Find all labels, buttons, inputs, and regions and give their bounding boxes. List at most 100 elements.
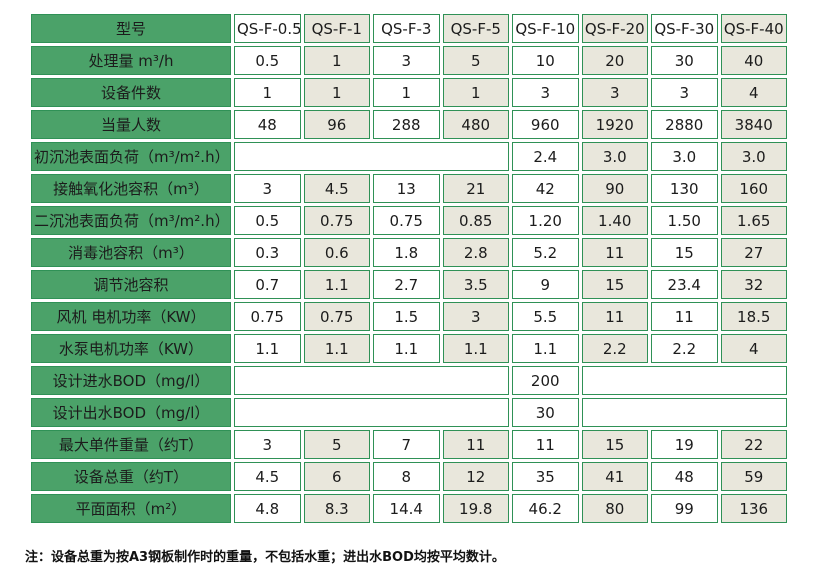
value-cell: 1.5	[373, 302, 440, 331]
value-cell: 59	[720, 462, 787, 491]
value-cell: 0.75	[303, 302, 370, 331]
value-cell: 12	[442, 462, 509, 491]
value-cell: 4	[720, 334, 787, 363]
value-cell: 41	[581, 462, 648, 491]
value-cell: 10	[512, 46, 579, 75]
row-label-cell: 风机 电机功率（KW）	[31, 302, 231, 331]
value-cell: 40	[720, 46, 787, 75]
value-cell: 3	[581, 78, 648, 107]
value-cell: 8.3	[303, 494, 370, 523]
value-cell: 3	[442, 302, 509, 331]
value-cell: 5	[303, 430, 370, 459]
row-label-cell: 调节池容积	[31, 270, 231, 299]
model-header-cell: QS-F-10	[512, 14, 579, 43]
table-row: 设备总重（约T） 4.5 6 8 12 35 41 48 59	[31, 462, 787, 491]
table-row: 处理量 m³/h 0.5 1 3 5 10 20 30 40	[31, 46, 787, 75]
value-cell: 1920	[581, 110, 648, 139]
value-cell: 20	[581, 46, 648, 75]
model-header-cell: QS-F-40	[720, 14, 787, 43]
row-label-cell: 平面面积（m²）	[31, 494, 231, 523]
value-cell: 2.2	[651, 334, 718, 363]
value-cell: 4	[720, 78, 787, 107]
value-cell: 3.5	[442, 270, 509, 299]
model-header-cell: QS-F-5	[442, 14, 509, 43]
value-cell: 3	[234, 174, 301, 203]
table-row: 最大单件重量（约T） 3 5 7 11 11 15 19 22	[31, 430, 787, 459]
table-row: 初沉池表面负荷（m³/m².h） 2.4 3.0 3.0 3.0	[31, 142, 787, 171]
value-cell: 19.8	[442, 494, 509, 523]
value-cell: 1	[373, 78, 440, 107]
value-cell: 13	[373, 174, 440, 203]
value-cell: 2.4	[512, 142, 579, 171]
value-cell: 4.5	[303, 174, 370, 203]
table-row: 风机 电机功率（KW） 0.75 0.75 1.5 3 5.5 11 11 18.5	[31, 302, 787, 331]
value-cell: 1.50	[651, 206, 718, 235]
row-label-cell: 二沉池表面负荷（m³/m².h）	[31, 206, 231, 235]
value-cell: 1.1	[373, 334, 440, 363]
value-cell: 80	[581, 494, 648, 523]
value-cell: 3	[651, 78, 718, 107]
value-cell: 23.4	[651, 270, 718, 299]
value-cell: 1.1	[303, 334, 370, 363]
value-cell: 0.3	[234, 238, 301, 267]
row-label-cell: 型号	[31, 14, 231, 43]
model-header-cell: QS-F-0.5	[234, 14, 301, 43]
value-cell: 0.75	[303, 206, 370, 235]
value-cell: 4.5	[234, 462, 301, 491]
value-cell: 35	[512, 462, 579, 491]
value-cell: 1.1	[442, 334, 509, 363]
table-row: 平面面积（m²） 4.8 8.3 14.4 19.8 46.2 80 99 136	[31, 494, 787, 523]
model-header-cell: QS-F-3	[373, 14, 440, 43]
value-cell: 11	[512, 430, 579, 459]
value-cell: 2880	[651, 110, 718, 139]
table-row: 当量人数 48 96 288 480 960 1920 2880 3840	[31, 110, 787, 139]
value-cell: 1.65	[720, 206, 787, 235]
table-row: 消毒池容积（m³） 0.3 0.6 1.8 2.8 5.2 11 15 27	[31, 238, 787, 267]
value-cell: 3.0	[651, 142, 718, 171]
value-cell: 1.1	[303, 270, 370, 299]
value-cell: 480	[442, 110, 509, 139]
value-cell: 11	[581, 238, 648, 267]
row-label-cell: 设备总重（约T）	[31, 462, 231, 491]
value-cell: 1.20	[512, 206, 579, 235]
value-cell: 3.0	[581, 142, 648, 171]
value-cell: 0.85	[442, 206, 509, 235]
row-label-cell: 消毒池容积（m³）	[31, 238, 231, 267]
value-cell: 0.5	[234, 46, 301, 75]
value-cell: 1	[442, 78, 509, 107]
model-header-cell: QS-F-20	[581, 14, 648, 43]
value-cell: 1.8	[373, 238, 440, 267]
value-cell: 1.1	[512, 334, 579, 363]
value-cell: 21	[442, 174, 509, 203]
row-label-cell: 设计进水BOD（mg/l）	[31, 366, 231, 395]
value-cell: 15	[651, 238, 718, 267]
value-cell: 6	[303, 462, 370, 491]
empty-cell	[234, 366, 509, 395]
value-cell: 1	[234, 78, 301, 107]
empty-cell	[581, 398, 787, 427]
value-cell: 1	[303, 78, 370, 107]
value-cell: 30	[651, 46, 718, 75]
value-cell: 1.40	[581, 206, 648, 235]
value-cell: 3.0	[720, 142, 787, 171]
value-cell: 15	[581, 430, 648, 459]
value-cell: 3840	[720, 110, 787, 139]
value-cell: 2.8	[442, 238, 509, 267]
value-cell: 288	[373, 110, 440, 139]
value-cell: 18.5	[720, 302, 787, 331]
spec-table-body: 型号 QS-F-0.5 QS-F-1 QS-F-3 QS-F-5 QS-F-10 QS-F-…	[31, 14, 787, 523]
spec-table: 型号 QS-F-0.5 QS-F-1 QS-F-3 QS-F-5 QS-F-10 QS-F-…	[28, 11, 790, 526]
value-cell: 0.6	[303, 238, 370, 267]
value-cell: 11	[581, 302, 648, 331]
table-row: 设备件数 1 1 1 1 3 3 3 4	[31, 78, 787, 107]
row-label-cell: 接触氧化池容积（m³）	[31, 174, 231, 203]
row-label-cell: 设备件数	[31, 78, 231, 107]
table-row: 设计进水BOD（mg/l） 200	[31, 366, 787, 395]
row-label-cell: 水泵电机功率（KW）	[31, 334, 231, 363]
value-cell: 27	[720, 238, 787, 267]
value-cell: 11	[651, 302, 718, 331]
value-cell: 96	[303, 110, 370, 139]
value-cell: 15	[581, 270, 648, 299]
value-cell: 1.1	[234, 334, 301, 363]
